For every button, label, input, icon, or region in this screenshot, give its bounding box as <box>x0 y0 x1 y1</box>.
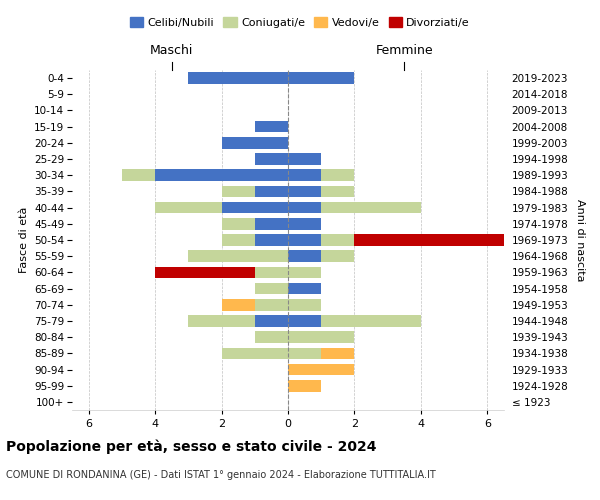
Bar <box>255 186 288 198</box>
Bar <box>255 153 288 165</box>
Bar <box>221 202 288 213</box>
Bar <box>221 234 255 246</box>
Bar <box>221 348 288 359</box>
Bar <box>122 170 155 181</box>
Bar <box>321 234 355 246</box>
Bar <box>188 72 288 84</box>
Bar <box>255 234 288 246</box>
Bar <box>288 348 321 359</box>
Y-axis label: Fasce di età: Fasce di età <box>19 207 29 273</box>
Bar <box>288 234 321 246</box>
Bar <box>155 202 221 213</box>
Bar <box>255 121 288 132</box>
Bar <box>321 250 355 262</box>
Bar <box>188 315 255 327</box>
Bar <box>221 186 255 198</box>
Bar <box>288 266 321 278</box>
Bar <box>288 250 321 262</box>
Bar <box>155 170 288 181</box>
Bar <box>321 348 355 359</box>
Text: COMUNE DI RONDANINA (GE) - Dati ISTAT 1° gennaio 2024 - Elaborazione TUTTITALIA.: COMUNE DI RONDANINA (GE) - Dati ISTAT 1°… <box>6 470 436 480</box>
Legend: Celibi/Nubili, Coniugati/e, Vedovi/e, Divorziati/e: Celibi/Nubili, Coniugati/e, Vedovi/e, Di… <box>125 13 475 32</box>
Bar <box>288 218 321 230</box>
Bar <box>155 266 255 278</box>
Bar <box>255 299 288 310</box>
Bar <box>188 250 288 262</box>
Bar <box>255 332 288 343</box>
Bar <box>321 186 355 198</box>
Bar <box>288 282 321 294</box>
Bar <box>355 234 521 246</box>
Bar <box>321 202 421 213</box>
Bar <box>288 315 321 327</box>
Bar <box>321 170 355 181</box>
Bar <box>288 299 321 310</box>
Text: Popolazione per età, sesso e stato civile - 2024: Popolazione per età, sesso e stato civil… <box>6 440 377 454</box>
Text: Maschi: Maschi <box>150 44 193 58</box>
Bar <box>255 218 288 230</box>
Bar <box>288 153 321 165</box>
Bar <box>288 202 321 213</box>
Bar <box>221 218 255 230</box>
Bar <box>288 364 355 376</box>
Bar <box>321 315 421 327</box>
Bar <box>288 380 321 392</box>
Bar <box>288 186 321 198</box>
Bar <box>288 72 355 84</box>
Bar <box>255 282 288 294</box>
Bar <box>288 332 355 343</box>
Bar <box>221 299 255 310</box>
Bar <box>255 315 288 327</box>
Text: Femmine: Femmine <box>376 44 433 58</box>
Bar <box>288 170 321 181</box>
Bar <box>255 266 288 278</box>
Bar <box>221 137 288 148</box>
Y-axis label: Anni di nascita: Anni di nascita <box>575 198 585 281</box>
